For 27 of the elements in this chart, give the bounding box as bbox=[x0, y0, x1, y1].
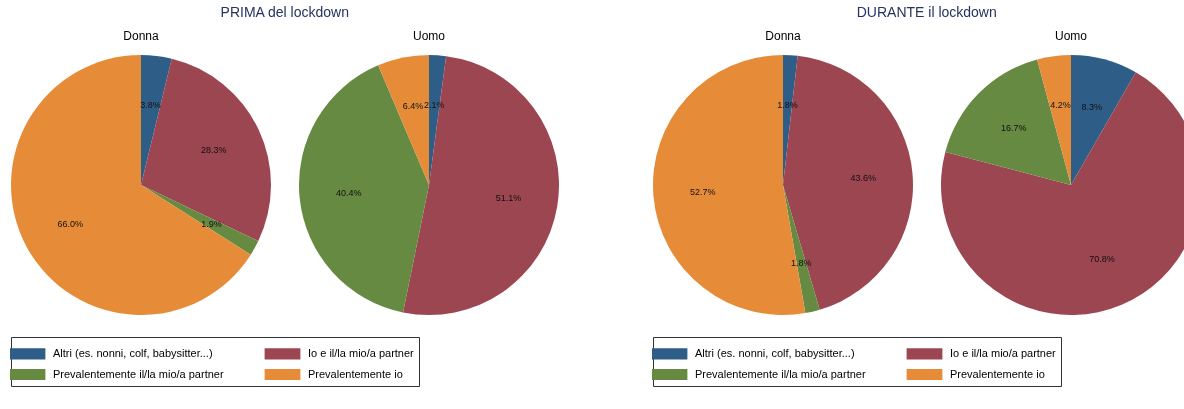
chart-title: PRIMA del lockdown bbox=[220, 4, 349, 20]
legend-label: Altri (es. nonni, colf, babysitter...) bbox=[53, 346, 213, 359]
slice-label: Uomo bbox=[1054, 29, 1088, 43]
data-label: 16.7% bbox=[1001, 123, 1027, 134]
slice-label: Donna bbox=[123, 29, 159, 43]
legend-label: Io e il/la mio/a partner bbox=[308, 346, 415, 359]
data-label: 52.7% bbox=[689, 186, 716, 197]
legend-label: Altri (es. nonni, colf, babysitter...) bbox=[695, 346, 855, 359]
slice-label: Donna bbox=[765, 29, 801, 43]
data-label: 1.9% bbox=[201, 219, 222, 230]
data-label: 70.8% bbox=[1089, 254, 1115, 265]
legend-label: Prevalentemente io bbox=[950, 367, 1045, 380]
legend-label: Prevalentemente il/la mio/a partner bbox=[695, 367, 866, 380]
slice-label: Uomo bbox=[412, 29, 446, 43]
legend-label: Io e il/la mio/a partner bbox=[950, 346, 1057, 359]
chart-title: DURANTE il lockdown bbox=[856, 4, 997, 20]
data-label: 1.8% bbox=[791, 258, 812, 269]
data-label: 43.6% bbox=[850, 173, 877, 184]
data-label: 51.1% bbox=[495, 193, 522, 204]
data-label: 40.4% bbox=[336, 188, 362, 199]
data-label: 8.3% bbox=[1081, 102, 1103, 113]
data-label: 66.0% bbox=[57, 218, 84, 229]
data-label: 6.4% bbox=[402, 101, 424, 112]
data-label: 28.3% bbox=[201, 145, 227, 156]
legend-label: Prevalentemente il/la mio/a partner bbox=[53, 367, 224, 380]
legend-label: Prevalentemente io bbox=[308, 367, 403, 380]
data-label: 4.2% bbox=[1050, 100, 1071, 111]
